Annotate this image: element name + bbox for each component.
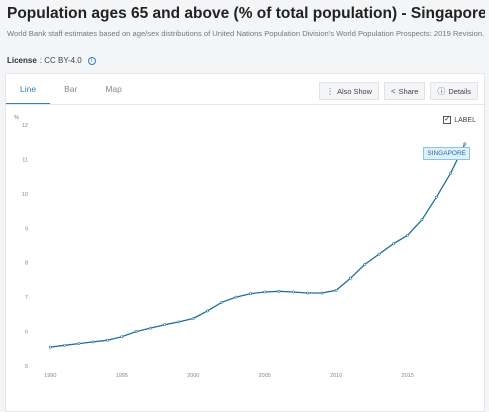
license-label: License bbox=[7, 56, 37, 65]
data-point bbox=[434, 195, 438, 199]
data-point bbox=[106, 338, 109, 342]
data-point bbox=[363, 263, 367, 266]
details-button[interactable]: ⓘ Details bbox=[430, 82, 478, 100]
line-chart: % 5 6 7 8 9 10 11 12 1990 1995 2000 2005 2010 2015 bbox=[14, 115, 467, 379]
x-tick-label: 2010 bbox=[330, 373, 342, 379]
tab-bar[interactable]: Bar bbox=[64, 84, 78, 94]
info-circle-icon: ⓘ bbox=[437, 86, 446, 96]
data-point bbox=[63, 343, 66, 347]
data-point bbox=[91, 340, 95, 344]
y-tick-label: 12 bbox=[22, 123, 28, 129]
share-button[interactable]: < Share bbox=[384, 82, 426, 100]
data-point bbox=[148, 326, 152, 330]
also-show-label: Also Show bbox=[337, 86, 372, 96]
tab-divider bbox=[6, 104, 484, 105]
y-tick-label: 9 bbox=[25, 226, 28, 232]
label-toggle[interactable]: ✓ LABEL bbox=[443, 116, 476, 124]
tab-map[interactable]: Map bbox=[105, 84, 122, 94]
label-toggle-text: LABEL bbox=[454, 116, 476, 124]
y-tick-label: 11 bbox=[22, 157, 28, 163]
vertical-dots-icon: ⋮ bbox=[326, 86, 335, 96]
license-value: : CC BY-4.0 bbox=[39, 56, 82, 65]
page-subtitle: World Bank staff estimates based on age/… bbox=[7, 29, 485, 38]
y-tick-label: 6 bbox=[25, 330, 28, 336]
x-tick-label: 1995 bbox=[116, 373, 128, 379]
data-point bbox=[391, 242, 395, 246]
series-label-singapore: SINGAPORE bbox=[423, 147, 470, 160]
y-tick-label: 5 bbox=[25, 364, 28, 370]
page-title: Population ages 65 and above (% of total… bbox=[7, 5, 485, 22]
data-point bbox=[220, 300, 224, 304]
data-point bbox=[449, 171, 452, 175]
data-point bbox=[277, 289, 281, 293]
data-point bbox=[320, 291, 324, 295]
share-label: Share bbox=[398, 86, 419, 96]
data-point bbox=[306, 291, 310, 295]
data-point bbox=[420, 218, 424, 222]
details-label: Details bbox=[448, 86, 471, 96]
series-line-singapore bbox=[50, 143, 466, 348]
info-icon[interactable]: i bbox=[87, 56, 96, 65]
x-tick-label: 2015 bbox=[402, 373, 414, 379]
data-point bbox=[463, 142, 467, 146]
data-point bbox=[334, 288, 338, 292]
data-point bbox=[249, 292, 252, 296]
data-point bbox=[163, 323, 167, 327]
data-point bbox=[177, 320, 181, 324]
label-checkbox[interactable]: ✓ bbox=[443, 116, 452, 124]
data-point bbox=[234, 295, 238, 299]
share-icon: < bbox=[391, 86, 396, 96]
data-point bbox=[48, 345, 52, 349]
data-point bbox=[263, 290, 267, 294]
data-point bbox=[191, 317, 195, 320]
x-tick-label: 2000 bbox=[187, 373, 199, 379]
y-tick-label: 10 bbox=[22, 192, 28, 198]
data-point bbox=[134, 330, 138, 333]
y-tick-label: 8 bbox=[25, 261, 28, 267]
data-point bbox=[77, 342, 81, 346]
chart-card: Line Bar Map ⋮ Also Show < Share ⓘ Detai… bbox=[5, 73, 485, 412]
y-tick-label: 7 bbox=[25, 295, 28, 301]
chart-actions: ⋮ Also Show < Share ⓘ Details bbox=[319, 82, 478, 100]
license-row: License : CC BY-4.0 i bbox=[7, 56, 96, 65]
x-tick-label: 2005 bbox=[259, 373, 271, 379]
also-show-button[interactable]: ⋮ Also Show bbox=[319, 82, 379, 100]
data-point bbox=[206, 309, 209, 313]
data-point bbox=[377, 252, 381, 256]
x-tick-label: 1990 bbox=[44, 373, 56, 379]
data-point bbox=[120, 335, 124, 339]
data-point bbox=[349, 276, 352, 280]
data-point bbox=[291, 290, 295, 294]
y-axis-unit: % bbox=[14, 115, 19, 121]
data-point bbox=[406, 233, 410, 237]
